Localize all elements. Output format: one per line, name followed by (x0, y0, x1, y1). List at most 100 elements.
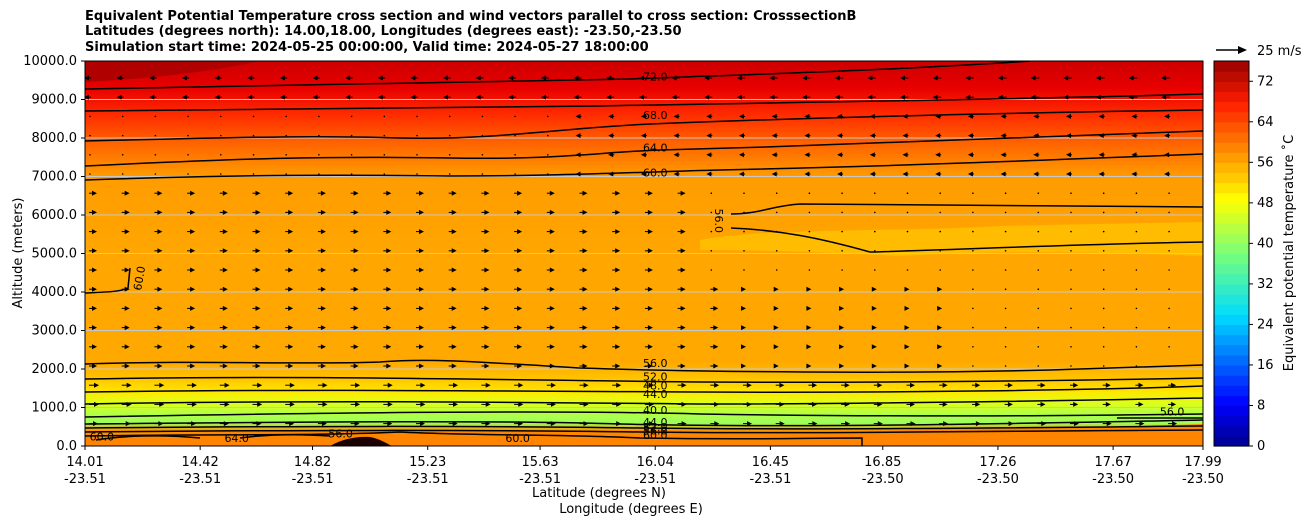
colorbar-level (1214, 435, 1249, 447)
wind-vector (1007, 382, 1013, 388)
wind-vector (841, 192, 843, 194)
wind-vector (547, 134, 549, 137)
wind-vector (706, 113, 712, 119)
wind-vector (1102, 250, 1105, 252)
wind-vector (804, 171, 810, 177)
wind-vector (191, 401, 197, 407)
wind-vector (1135, 307, 1138, 310)
wind-vector (741, 286, 746, 292)
wind-vector (252, 134, 255, 137)
x-tick-label-lat: 17.26 (979, 455, 1016, 470)
wind-vector (518, 401, 524, 407)
wind-vector (841, 250, 843, 252)
wind-vector (706, 152, 712, 158)
wind-vector (547, 173, 549, 175)
wind-vector (606, 75, 612, 81)
contour-line (85, 376, 1203, 383)
wind-vector (1135, 326, 1138, 329)
wind-vector (739, 133, 744, 139)
wind-vector (997, 94, 1003, 100)
wind-vector (942, 401, 948, 407)
wind-vector (353, 267, 359, 273)
wind-vector (350, 154, 353, 156)
wind-vector (481, 154, 484, 156)
wind-vector (484, 344, 490, 350)
wind-vector (1037, 307, 1040, 310)
contour-line (85, 359, 1203, 373)
colorbar-level (1214, 223, 1249, 234)
y-tick-label: 3000.0 (32, 324, 78, 339)
wind-vector (582, 190, 588, 196)
wind-vector (899, 75, 905, 81)
wind-vector (190, 190, 196, 196)
wind-vector (1004, 365, 1007, 367)
wind-vector (453, 382, 459, 388)
wind-vector (871, 286, 877, 292)
wind-vector (320, 267, 326, 273)
wind-vector (322, 401, 328, 407)
wind-vector (386, 267, 392, 273)
wind-vector (214, 75, 220, 81)
wind-vector (1074, 421, 1079, 427)
colorbar-level (1214, 334, 1249, 346)
wind-vector (386, 229, 392, 235)
wind-vector (871, 344, 877, 350)
wind-vector (837, 171, 843, 177)
wind-vector (419, 305, 424, 311)
wind-vector (736, 94, 742, 100)
wind-vector (972, 365, 974, 367)
wind-vector (549, 248, 555, 254)
wind-vector (255, 344, 261, 350)
wind-vector (1102, 211, 1105, 214)
wind-vector (904, 286, 910, 292)
wind-vector (383, 115, 386, 118)
wind-vector (159, 401, 165, 407)
wind-vector (939, 230, 941, 233)
wind-vector (350, 173, 353, 175)
wind-vector (345, 94, 351, 100)
wind-vector (582, 305, 588, 311)
wind-vector (1037, 346, 1040, 348)
wind-vector (508, 94, 514, 100)
wind-vector (549, 344, 555, 350)
wind-vector (640, 113, 646, 119)
wind-vector (353, 305, 359, 311)
wind-vector (124, 267, 130, 273)
x-axis-label-latitude: Latitude (degrees N) (532, 486, 666, 501)
wind-vector (377, 75, 383, 81)
wind-vector (1033, 133, 1039, 139)
colorbar-level (1214, 192, 1249, 204)
wind-vector (1168, 230, 1170, 233)
wind-vector (387, 401, 393, 407)
colorbar-tick-label: 32 (1257, 277, 1274, 292)
wind-vector (158, 421, 164, 427)
wind-vector (1037, 288, 1040, 291)
contour-label: 52.0 (643, 371, 668, 384)
wind-vector (451, 248, 457, 254)
wind-vector (1161, 75, 1167, 81)
colorbar-level (1214, 354, 1249, 366)
wind-vector (451, 344, 457, 350)
wind-vector (484, 363, 490, 369)
colorbar-level (1214, 344, 1249, 356)
wind-vector (387, 382, 393, 388)
wind-vector (320, 229, 326, 235)
wind-vector (1070, 211, 1072, 214)
quiver-key: 25 m/s (1216, 44, 1302, 59)
wind-vector (904, 363, 910, 369)
wind-vector (741, 305, 746, 311)
wind-vector (288, 363, 294, 369)
wind-vector (255, 305, 261, 311)
wind-vector (386, 363, 392, 369)
wind-vector (386, 209, 392, 215)
wind-vector (935, 133, 941, 139)
wind-vector (808, 211, 811, 214)
contour-label: 56.0 (712, 209, 725, 234)
wind-vector (549, 209, 555, 215)
wind-vector (451, 267, 457, 273)
wind-vector (89, 154, 91, 156)
wind-vector (517, 344, 523, 350)
colorbar-tick-label: 40 (1257, 236, 1274, 251)
wind-vector (386, 190, 392, 196)
